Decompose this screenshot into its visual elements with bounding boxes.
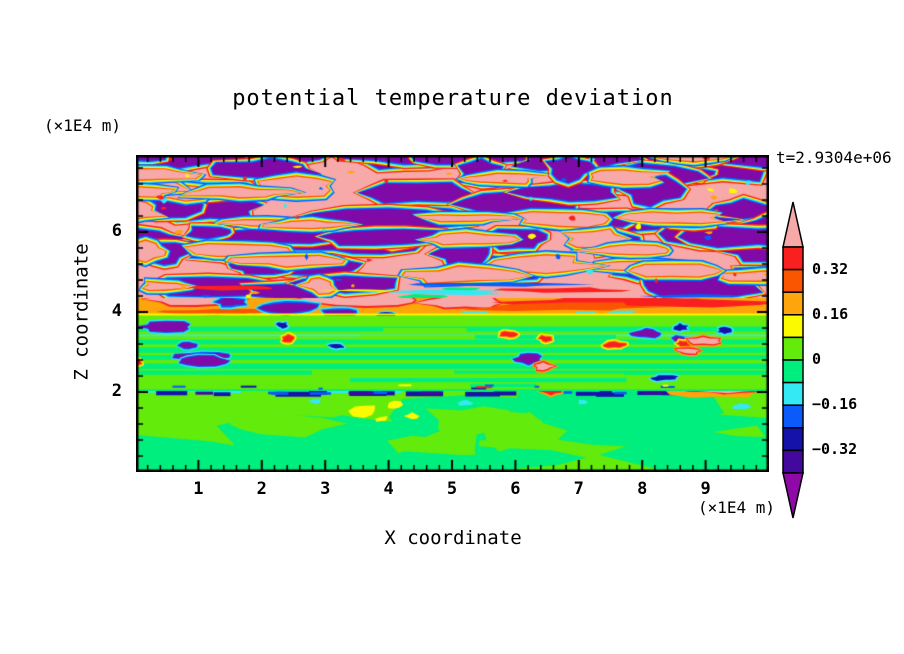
- x-tick-label: 9: [700, 479, 711, 499]
- colorbar-segment: [782, 449, 804, 474]
- z-axis-title: Z coordinate: [68, 192, 96, 432]
- z-tick-label: 4: [111, 301, 122, 321]
- x-tick-label: 6: [510, 479, 521, 499]
- colorbar-tick-label: 0.16: [812, 304, 849, 323]
- x-tick-label: 3: [320, 479, 331, 499]
- z-tick-label: 2: [111, 381, 122, 401]
- colorbar-segment: [782, 404, 804, 429]
- colorbar-tick-label: 0: [812, 350, 822, 368]
- colorbar-segment: [782, 314, 804, 339]
- colorbar-segment: [782, 336, 804, 361]
- colorbar-under-arrow: [782, 472, 804, 519]
- x-tick-label: 7: [573, 479, 584, 499]
- z-tick-label: 6: [111, 221, 122, 241]
- colorbar-tick-label: −0.32: [812, 440, 858, 459]
- contour-plot-canvas: [136, 155, 769, 472]
- x-tick-label: 4: [383, 479, 394, 499]
- colorbar-tick-label: 0.32: [812, 259, 849, 278]
- colorbar: [782, 201, 804, 519]
- colorbar-segment: [782, 381, 804, 406]
- x-tick-label: 1: [193, 479, 204, 499]
- colorbar-segment: [782, 291, 804, 316]
- plot-title: potential temperature deviation: [232, 86, 674, 111]
- z-axis-title-text: Z coordinate: [71, 243, 93, 381]
- colorbar-segment: [782, 246, 804, 271]
- x-tick-label: 2: [256, 479, 267, 499]
- colorbar-segment: [782, 427, 804, 452]
- x-tick-label: 8: [637, 479, 648, 499]
- colorbar-over-arrow: [782, 201, 804, 248]
- colorbar-segment: [782, 359, 804, 384]
- time-label: t=2.9304e+06: [776, 148, 892, 167]
- x-tick-label: 5: [446, 479, 458, 499]
- colorbar-tick-label: −0.16: [812, 395, 858, 414]
- x-axis-unit: (×1E4 m): [697, 498, 775, 517]
- colorbar-segment: [782, 268, 804, 293]
- x-axis-title: X coordinate: [384, 527, 522, 549]
- z-axis-unit: (×1E4 m): [44, 116, 122, 135]
